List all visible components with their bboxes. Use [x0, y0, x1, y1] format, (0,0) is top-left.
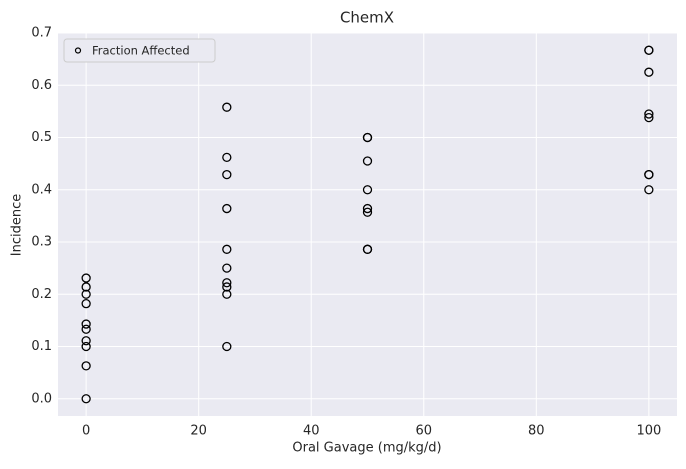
y-tick-label: 0.0 [31, 391, 52, 406]
point [644, 109, 654, 119]
point [362, 244, 373, 254]
x-axis-label: Oral Gavage (mg/kg/d) [292, 441, 441, 456]
point [222, 263, 232, 273]
point [81, 282, 91, 292]
point [222, 289, 232, 299]
x-tick-label: 80 [528, 424, 545, 439]
y-tick-label: 0.2 [31, 287, 52, 302]
y-axis-label: Incidence [10, 194, 25, 256]
point [81, 394, 91, 404]
point [362, 203, 373, 214]
point [644, 45, 654, 55]
point [362, 156, 373, 166]
point [644, 169, 654, 180]
point [81, 341, 91, 352]
point [81, 273, 91, 283]
point [362, 207, 373, 217]
point [222, 169, 232, 180]
point [81, 361, 91, 371]
y-tick-label: 0.6 [31, 78, 52, 93]
legend-box [63, 38, 216, 63]
point [644, 112, 654, 123]
plot-area [58, 33, 677, 416]
point [222, 282, 232, 292]
x-tick-label: 20 [190, 424, 207, 439]
point [222, 244, 232, 254]
point [81, 324, 91, 334]
point [362, 185, 373, 195]
y-tick-label: 0.3 [31, 235, 52, 250]
point [222, 341, 232, 352]
point [222, 203, 232, 214]
point [81, 289, 91, 299]
y-tick-label: 0.4 [31, 182, 52, 197]
point [644, 67, 654, 77]
point [362, 132, 373, 143]
x-tick-label: 0 [82, 424, 90, 439]
x-tick-label: 60 [415, 424, 432, 439]
legend-marker [74, 47, 82, 54]
y-tick-label: 0.7 [31, 26, 52, 41]
y-tick-label: 0.1 [31, 339, 52, 354]
x-tick-label: 100 [636, 424, 661, 439]
point [222, 152, 232, 163]
point [644, 185, 654, 195]
legend-label: Fraction Affected [92, 44, 190, 58]
point [222, 278, 232, 288]
chart-title: ChemX [340, 9, 394, 27]
point [222, 102, 232, 112]
point [81, 319, 91, 329]
x-tick-label: 40 [303, 424, 320, 439]
y-tick-label: 0.5 [31, 130, 52, 145]
point [81, 299, 91, 309]
point [81, 336, 91, 346]
